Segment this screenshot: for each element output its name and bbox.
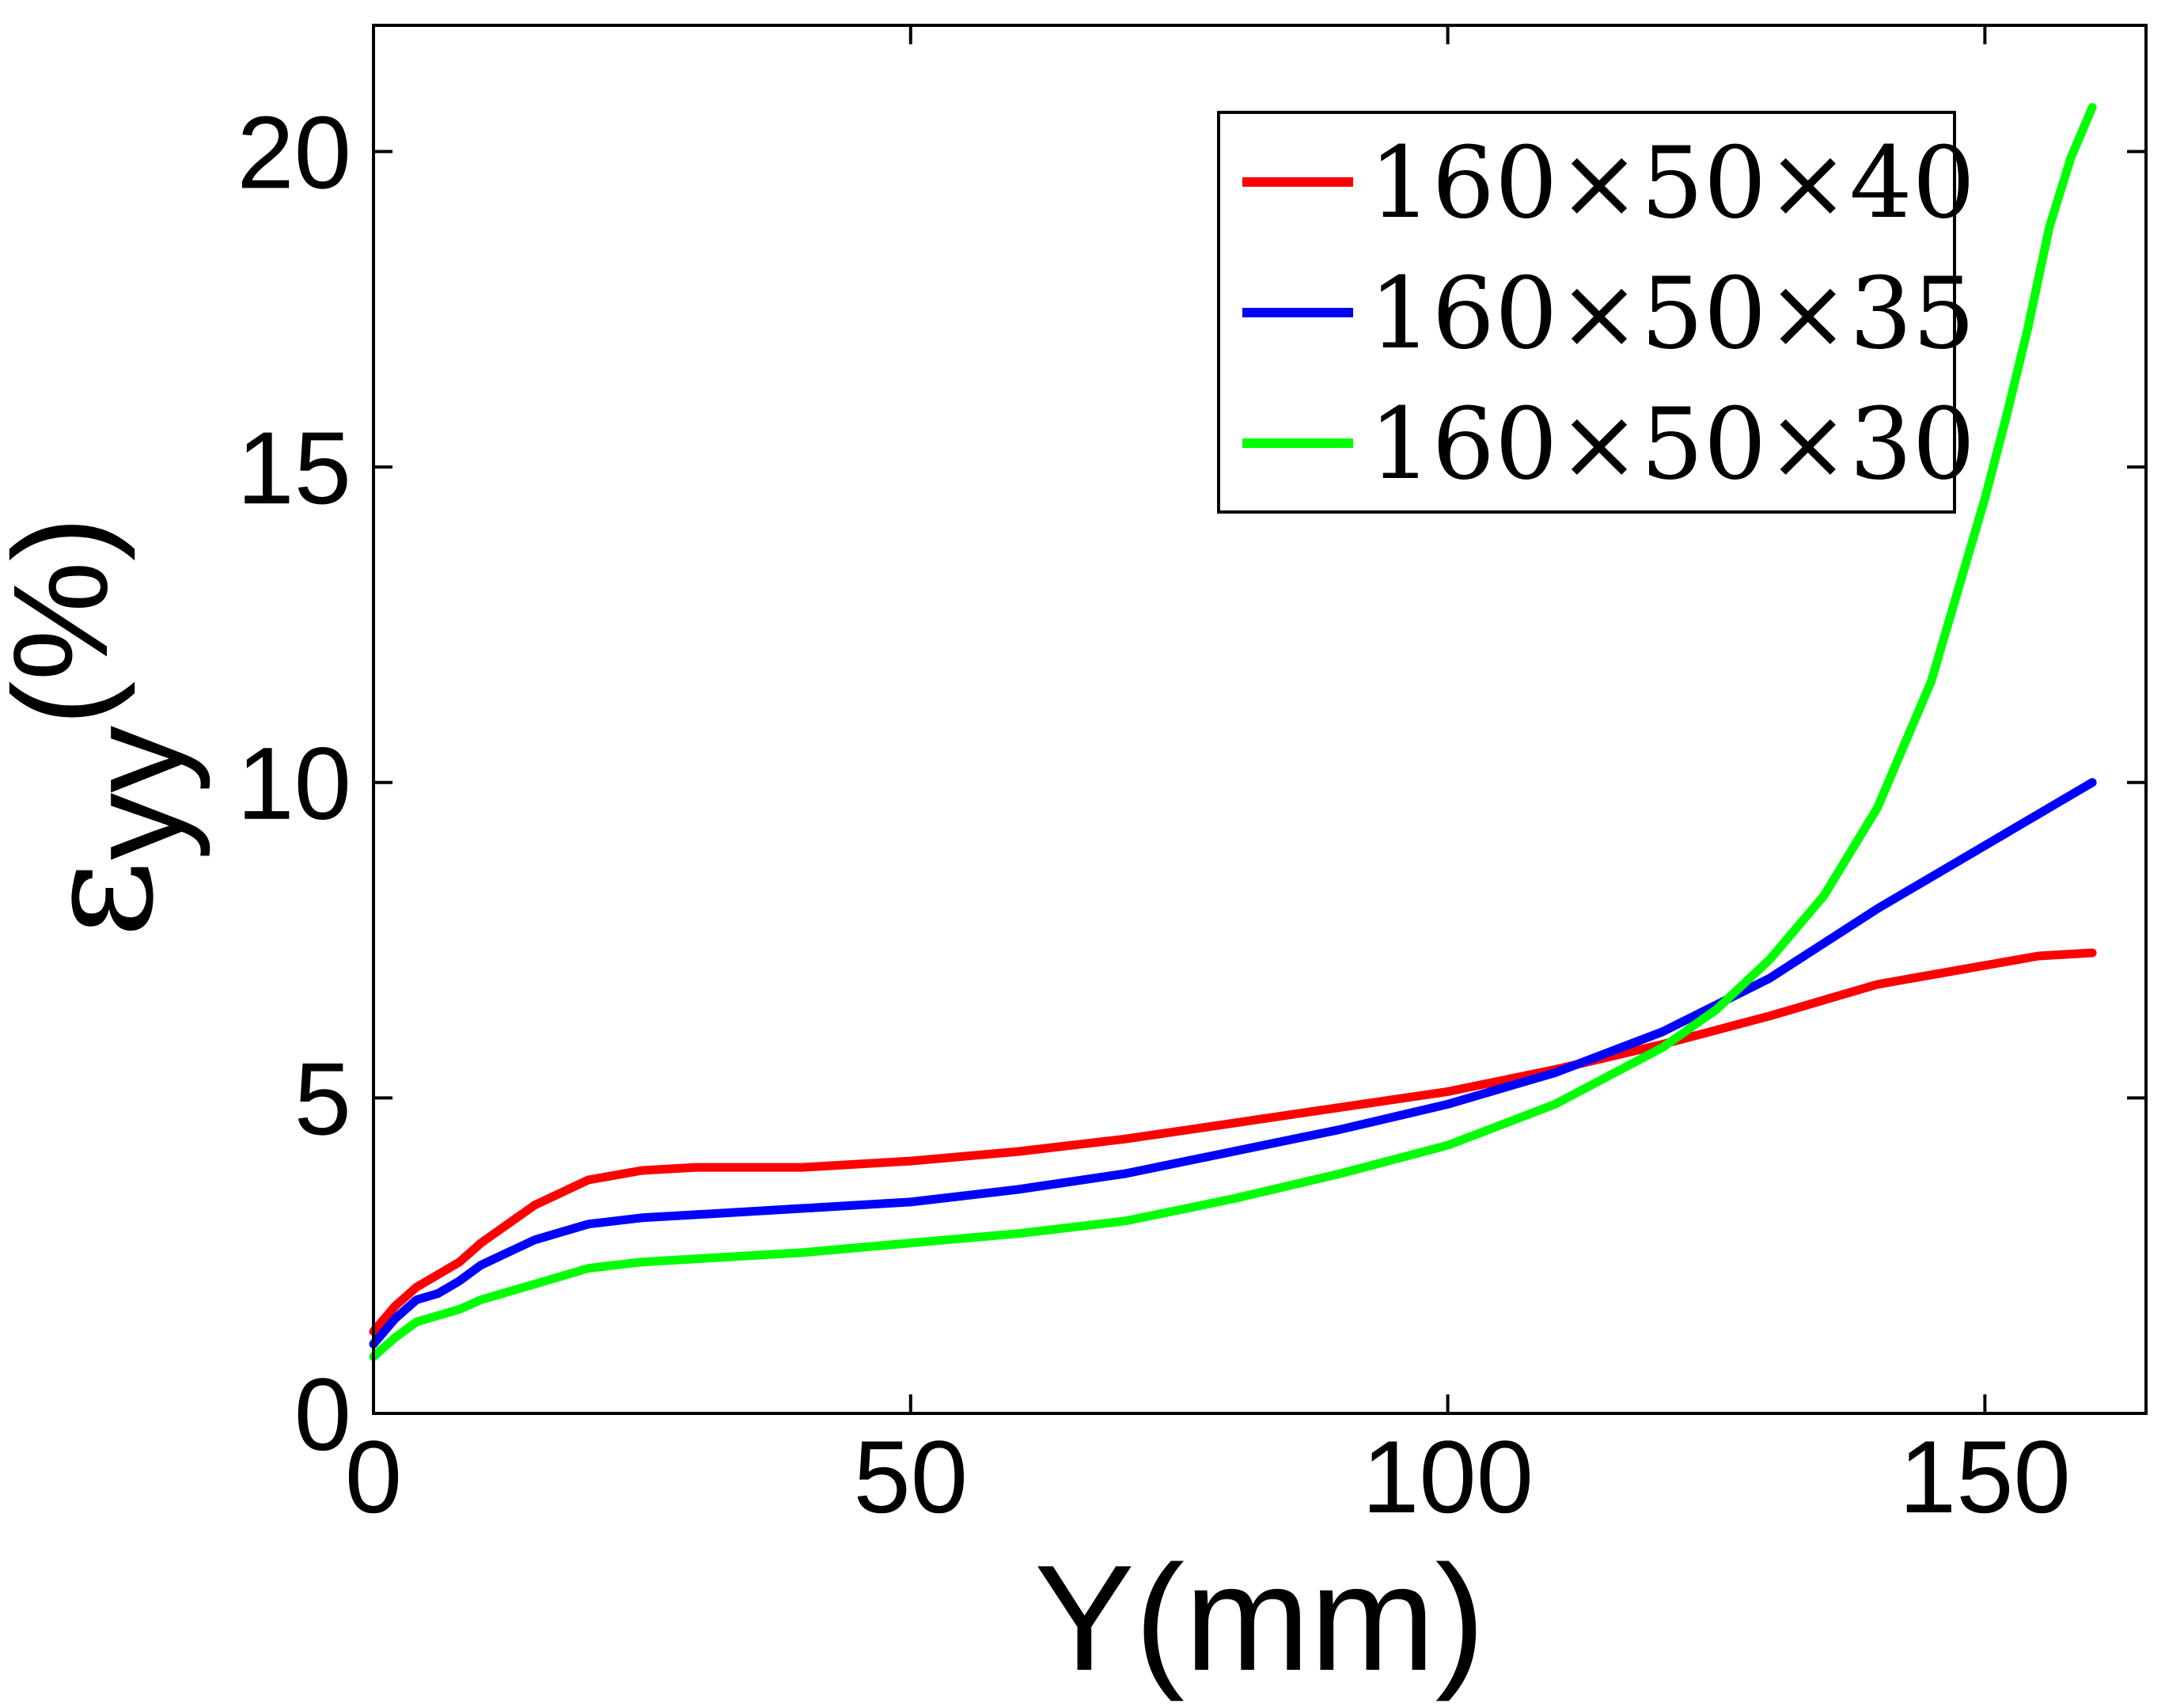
legend: 160×50×40 160×50×35 160×50×30 [1217, 111, 1975, 514]
x-tick-label: 50 [853, 1419, 968, 1534]
plot-frame [372, 24, 2148, 1415]
y-tick-label: 5 [294, 1041, 351, 1156]
y-tick-label: 0 [294, 1356, 351, 1472]
x-axis-title: Y(mm) [1034, 1534, 1485, 1702]
series-line-3 [369, 103, 2097, 1361]
ticks-layer: 0 50 100 150 0 5 10 15 20 [237, 25, 2146, 1534]
y-axis-title-subscript: yy [61, 726, 211, 860]
axes-layer [372, 24, 2148, 1415]
x-tick-label: 0 [345, 1419, 402, 1534]
series-line-1 [369, 948, 2097, 1336]
series-layer [369, 103, 2097, 1361]
x-tick-label: 100 [1362, 1419, 1534, 1534]
series-line-2 [369, 778, 2097, 1349]
x-tick-label: 150 [1899, 1419, 2071, 1534]
y-axis-title-unit: (%) [0, 517, 136, 726]
y-axis-title: εyy(%) [0, 517, 211, 939]
y-tick-label: 10 [237, 726, 351, 841]
y-tick-label: 20 [237, 94, 351, 210]
y-tick-label: 15 [237, 410, 351, 525]
y-axis-title-symbol: ε [11, 860, 186, 938]
legend-label-3: 160×50×30 [1369, 387, 1975, 502]
legend-label-2: 160×50×35 [1369, 256, 1975, 371]
legend-label-1: 160×50×40 [1369, 126, 1975, 241]
